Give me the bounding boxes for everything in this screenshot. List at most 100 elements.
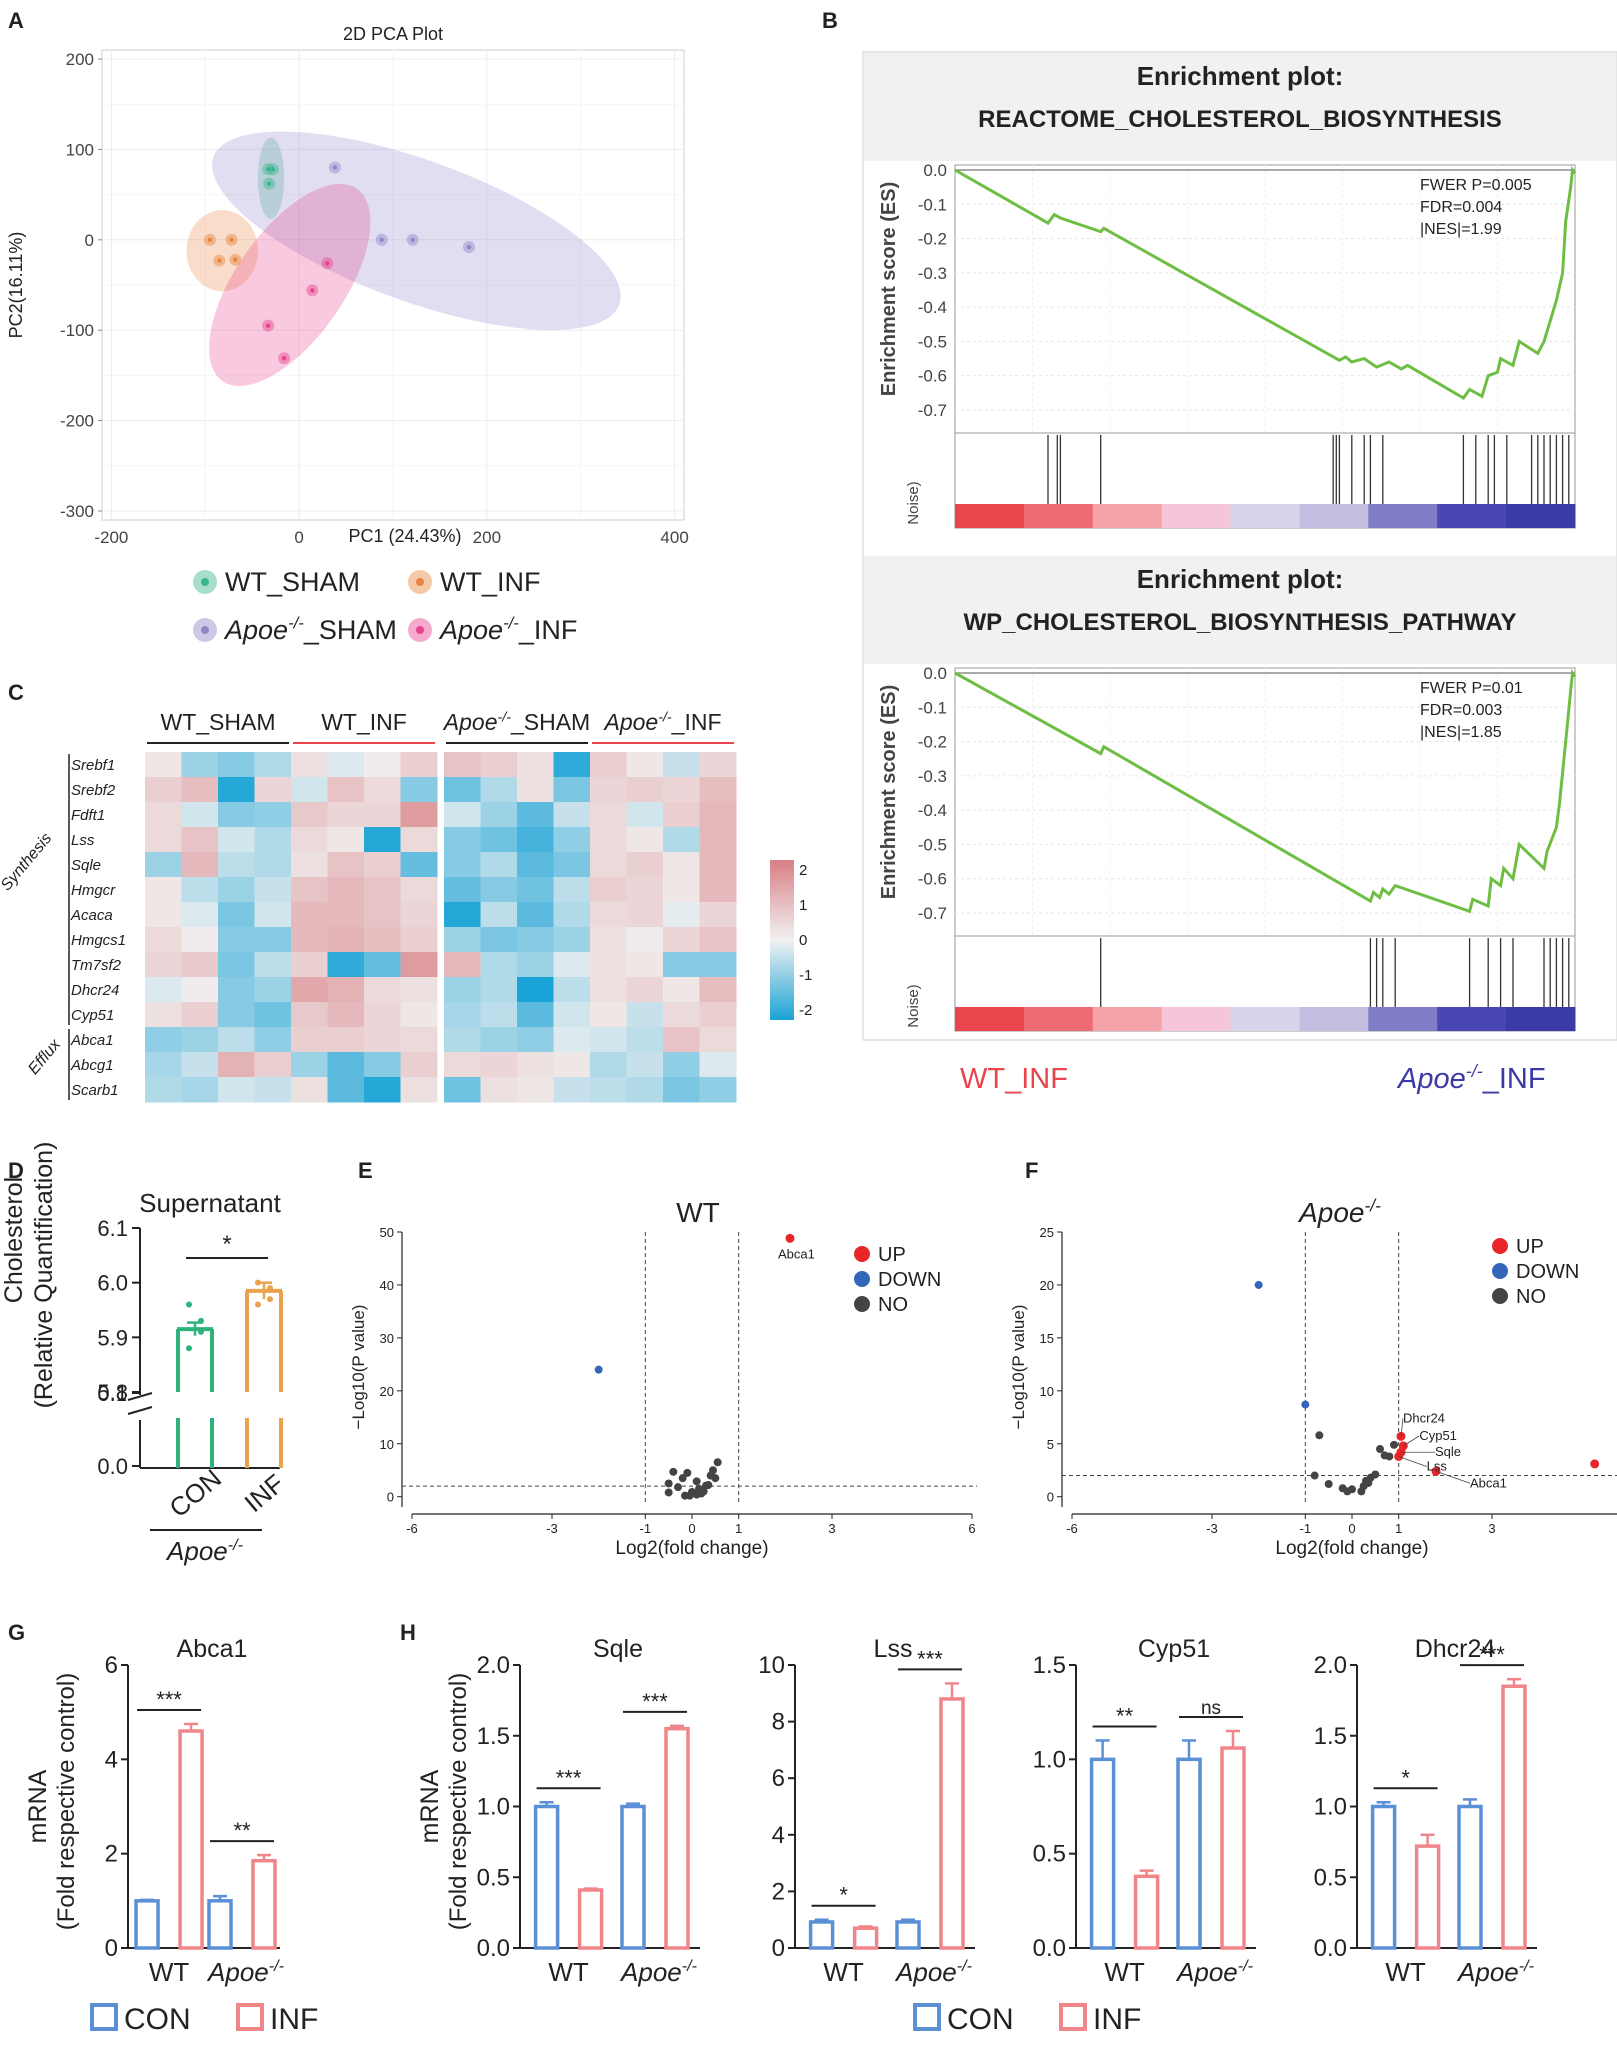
heatmap-cell	[517, 777, 554, 803]
legend-label: NO	[1516, 1286, 1546, 1308]
heatmap-cell	[699, 927, 737, 953]
heatmap-cell	[145, 802, 182, 828]
y-tick-label: 2.0	[477, 1652, 510, 1679]
bar-inf	[1220, 1746, 1246, 1950]
heatmap-cell	[590, 752, 627, 778]
bar-inf	[852, 1926, 879, 1950]
heatmap-cell	[364, 902, 401, 928]
heatmap-cell	[590, 1002, 627, 1028]
rank-bar-segment	[1092, 504, 1163, 528]
heatmap-cell	[254, 777, 292, 803]
cholesterol-bar-chart: Supernatant Cholesterol (Relative Quantifi…	[0, 1142, 320, 1566]
chart-title: Lss	[874, 1635, 913, 1663]
heatmap-cell	[400, 1077, 438, 1103]
y-tick-label: -0.4	[918, 298, 947, 317]
heatmap-cell	[181, 952, 219, 978]
y-axis-label: −Log10(P value)	[1009, 1305, 1028, 1430]
y-tick-label: -100	[60, 321, 94, 340]
heatmap-cell	[364, 877, 401, 903]
rank-bar-segment	[1368, 504, 1438, 528]
row-label: Abca1	[70, 1032, 114, 1049]
pca-point-center	[466, 244, 472, 250]
bar-con	[134, 1899, 160, 1950]
y-tick-label: 100	[66, 140, 94, 159]
break-mark	[127, 1392, 153, 1401]
legend-swatch	[854, 1296, 870, 1312]
y-tick-label: 1.5	[1314, 1723, 1347, 1750]
heatmap-cell	[444, 777, 481, 803]
heatmap-cell	[444, 952, 481, 978]
row-label: Sqle	[71, 857, 101, 874]
heatmap-cell	[517, 927, 554, 953]
x-tick-label: 0	[688, 1521, 695, 1536]
volcano-point-up	[1590, 1459, 1600, 1469]
heatmap-cell	[181, 927, 219, 953]
y-tick-label: 0.0	[923, 161, 947, 180]
heatmap-cell	[145, 877, 182, 903]
heatmap-cell	[480, 777, 518, 803]
colorbar-tick-label: -1	[799, 967, 812, 984]
heatmap-cell	[364, 1027, 401, 1053]
heatmap-cell	[327, 1027, 365, 1053]
legend-swatch-center	[416, 578, 424, 586]
heatmap-cell	[364, 1052, 401, 1078]
y-axis-label: mRNA	[416, 1769, 444, 1843]
heatmap-cell	[444, 1077, 481, 1103]
data-point	[267, 1296, 273, 1303]
y-tick-label: 0.5	[477, 1864, 510, 1891]
y-tick-label: -0.3	[918, 264, 947, 283]
heatmap-cell	[663, 1052, 700, 1078]
heatmap-cell	[553, 977, 591, 1003]
heatmap-cell	[480, 752, 518, 778]
heatmap-cell	[291, 777, 328, 803]
heatmap-cell	[400, 752, 438, 778]
y-tick-label: 0.1	[97, 1381, 128, 1406]
legend-swatch	[854, 1271, 870, 1287]
legend-swatch	[854, 1246, 870, 1262]
x-tick-label: 6	[968, 1521, 975, 1536]
heatmap-cell	[480, 852, 518, 878]
heatmap-cell	[517, 902, 554, 928]
heatmap-cell	[254, 902, 292, 928]
heatmap-cell	[444, 877, 481, 903]
y-tick-label: 0	[387, 1490, 394, 1505]
heatmap-cell	[590, 1077, 627, 1103]
x-tick-label: 1	[1395, 1521, 1402, 1536]
heatmap-cell	[254, 1027, 292, 1053]
heatmap-cell	[291, 952, 328, 978]
volcano-point-up	[785, 1233, 795, 1243]
y-tick-label: 0	[105, 1935, 118, 1962]
legend-label: UP	[878, 1244, 906, 1266]
heatmap-cell	[291, 1052, 328, 1078]
volcano-point-no	[664, 1479, 673, 1488]
heatmap-cell	[145, 852, 182, 878]
legend-label-con: CON	[124, 2003, 191, 2036]
y-axis-label: mRNA	[24, 1769, 52, 1843]
heatmap-cell	[400, 877, 438, 903]
heatmap-cell	[663, 952, 700, 978]
heatmap-cell	[291, 1027, 328, 1053]
volcano-point-no	[1310, 1471, 1319, 1480]
chart-title: Apoe-/-	[1297, 1195, 1381, 1228]
heatmap-cell	[590, 852, 627, 878]
heatmap-cell	[663, 927, 700, 953]
column-group-label: WT_INF	[321, 709, 407, 735]
heatmap-cell	[699, 1077, 737, 1103]
volcano-point-no	[678, 1474, 687, 1483]
heatmap-cell	[145, 952, 182, 978]
h-bar-chart-3: Dhcr24 0.0 0.5 1.0 1.5 2.0 * WT *** Apoe-/-	[1314, 1635, 1537, 1987]
y-tick-label: 20	[380, 1384, 394, 1399]
heatmap-cell	[480, 1002, 518, 1028]
sig-label: ***	[156, 1687, 182, 1712]
x-tick-label: 0	[1348, 1521, 1355, 1536]
rank-bar-segment	[1230, 1007, 1300, 1031]
heatmap-cell	[480, 877, 518, 903]
heatmap-cell	[364, 1002, 401, 1028]
rank-bar-segment	[955, 1007, 1025, 1031]
bar-con	[1457, 1804, 1483, 1950]
heatmap-cell	[553, 927, 591, 953]
bar-con	[1176, 1757, 1202, 1950]
heatmap-cell	[626, 752, 664, 778]
x-tick-label: -6	[406, 1521, 418, 1536]
heatmap-cell	[444, 927, 481, 953]
